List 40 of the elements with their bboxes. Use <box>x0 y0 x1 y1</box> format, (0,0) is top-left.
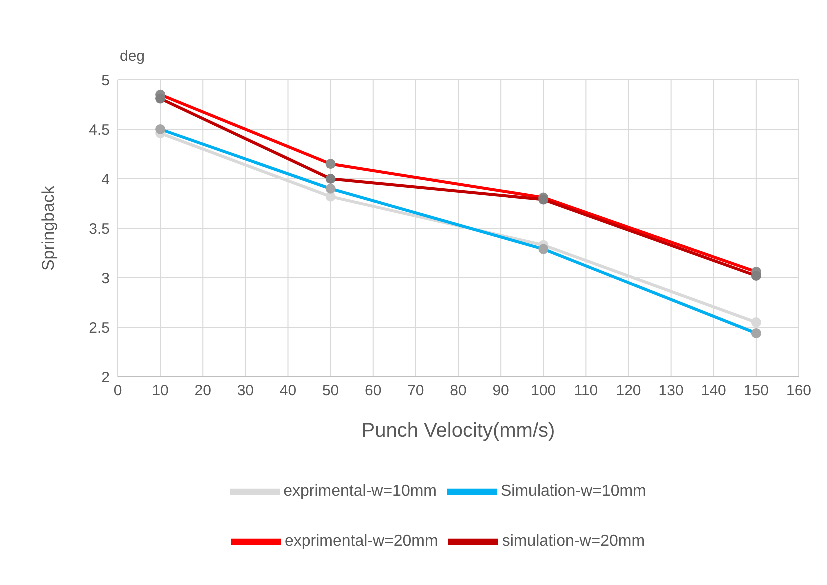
x-tick-label: 40 <box>280 382 297 400</box>
point <box>156 94 166 104</box>
x-tick-label: 150 <box>744 382 769 400</box>
x-tick-label: 0 <box>114 382 122 400</box>
x-tick-label: 160 <box>786 382 812 400</box>
point <box>326 174 336 184</box>
point <box>326 184 336 194</box>
y-axis-title: Springback <box>39 185 58 272</box>
x-tick-label: 10 <box>152 382 169 400</box>
point <box>751 271 762 282</box>
point <box>538 244 549 254</box>
x-tick-label: 30 <box>237 382 254 400</box>
legend-label: Simulation-w=10mm <box>501 483 646 500</box>
x-tick-label: 130 <box>658 382 684 400</box>
x-axis-title: Punch Velocity(mm/s) <box>362 420 556 442</box>
legend-label: exprimental-w=10mm <box>284 483 437 500</box>
y-tick-label: 4.5 <box>89 122 110 139</box>
legend-label: exprimental-w=20mm <box>284 533 438 550</box>
legend-label: simulation-w=20mm <box>502 533 646 550</box>
y-tick-label: 2 <box>102 369 110 386</box>
point <box>326 159 336 170</box>
point <box>751 328 762 338</box>
x-tick-label: 120 <box>616 382 642 400</box>
x-tick-label: 110 <box>574 382 598 400</box>
y-tick-label: 3.5 <box>89 220 110 238</box>
x-tick-label: 90 <box>492 382 510 400</box>
x-tick-label: 70 <box>408 382 424 400</box>
x-tick-label: 100 <box>531 382 556 400</box>
y-tick-label: 5 <box>102 72 110 90</box>
y-tick-label: 4 <box>102 171 110 188</box>
x-tick-label: 140 <box>701 382 726 400</box>
x-tick-label: 80 <box>450 382 467 400</box>
point <box>156 124 166 134</box>
x-tick-label: 60 <box>365 382 382 400</box>
text: deg <box>120 48 146 65</box>
point <box>751 318 762 328</box>
y-tick-label: 2.5 <box>89 320 110 337</box>
x-tick-label: 20 <box>194 382 212 400</box>
x-tick-label: 50 <box>322 382 340 400</box>
y-tick-label: 3 <box>102 270 110 288</box>
